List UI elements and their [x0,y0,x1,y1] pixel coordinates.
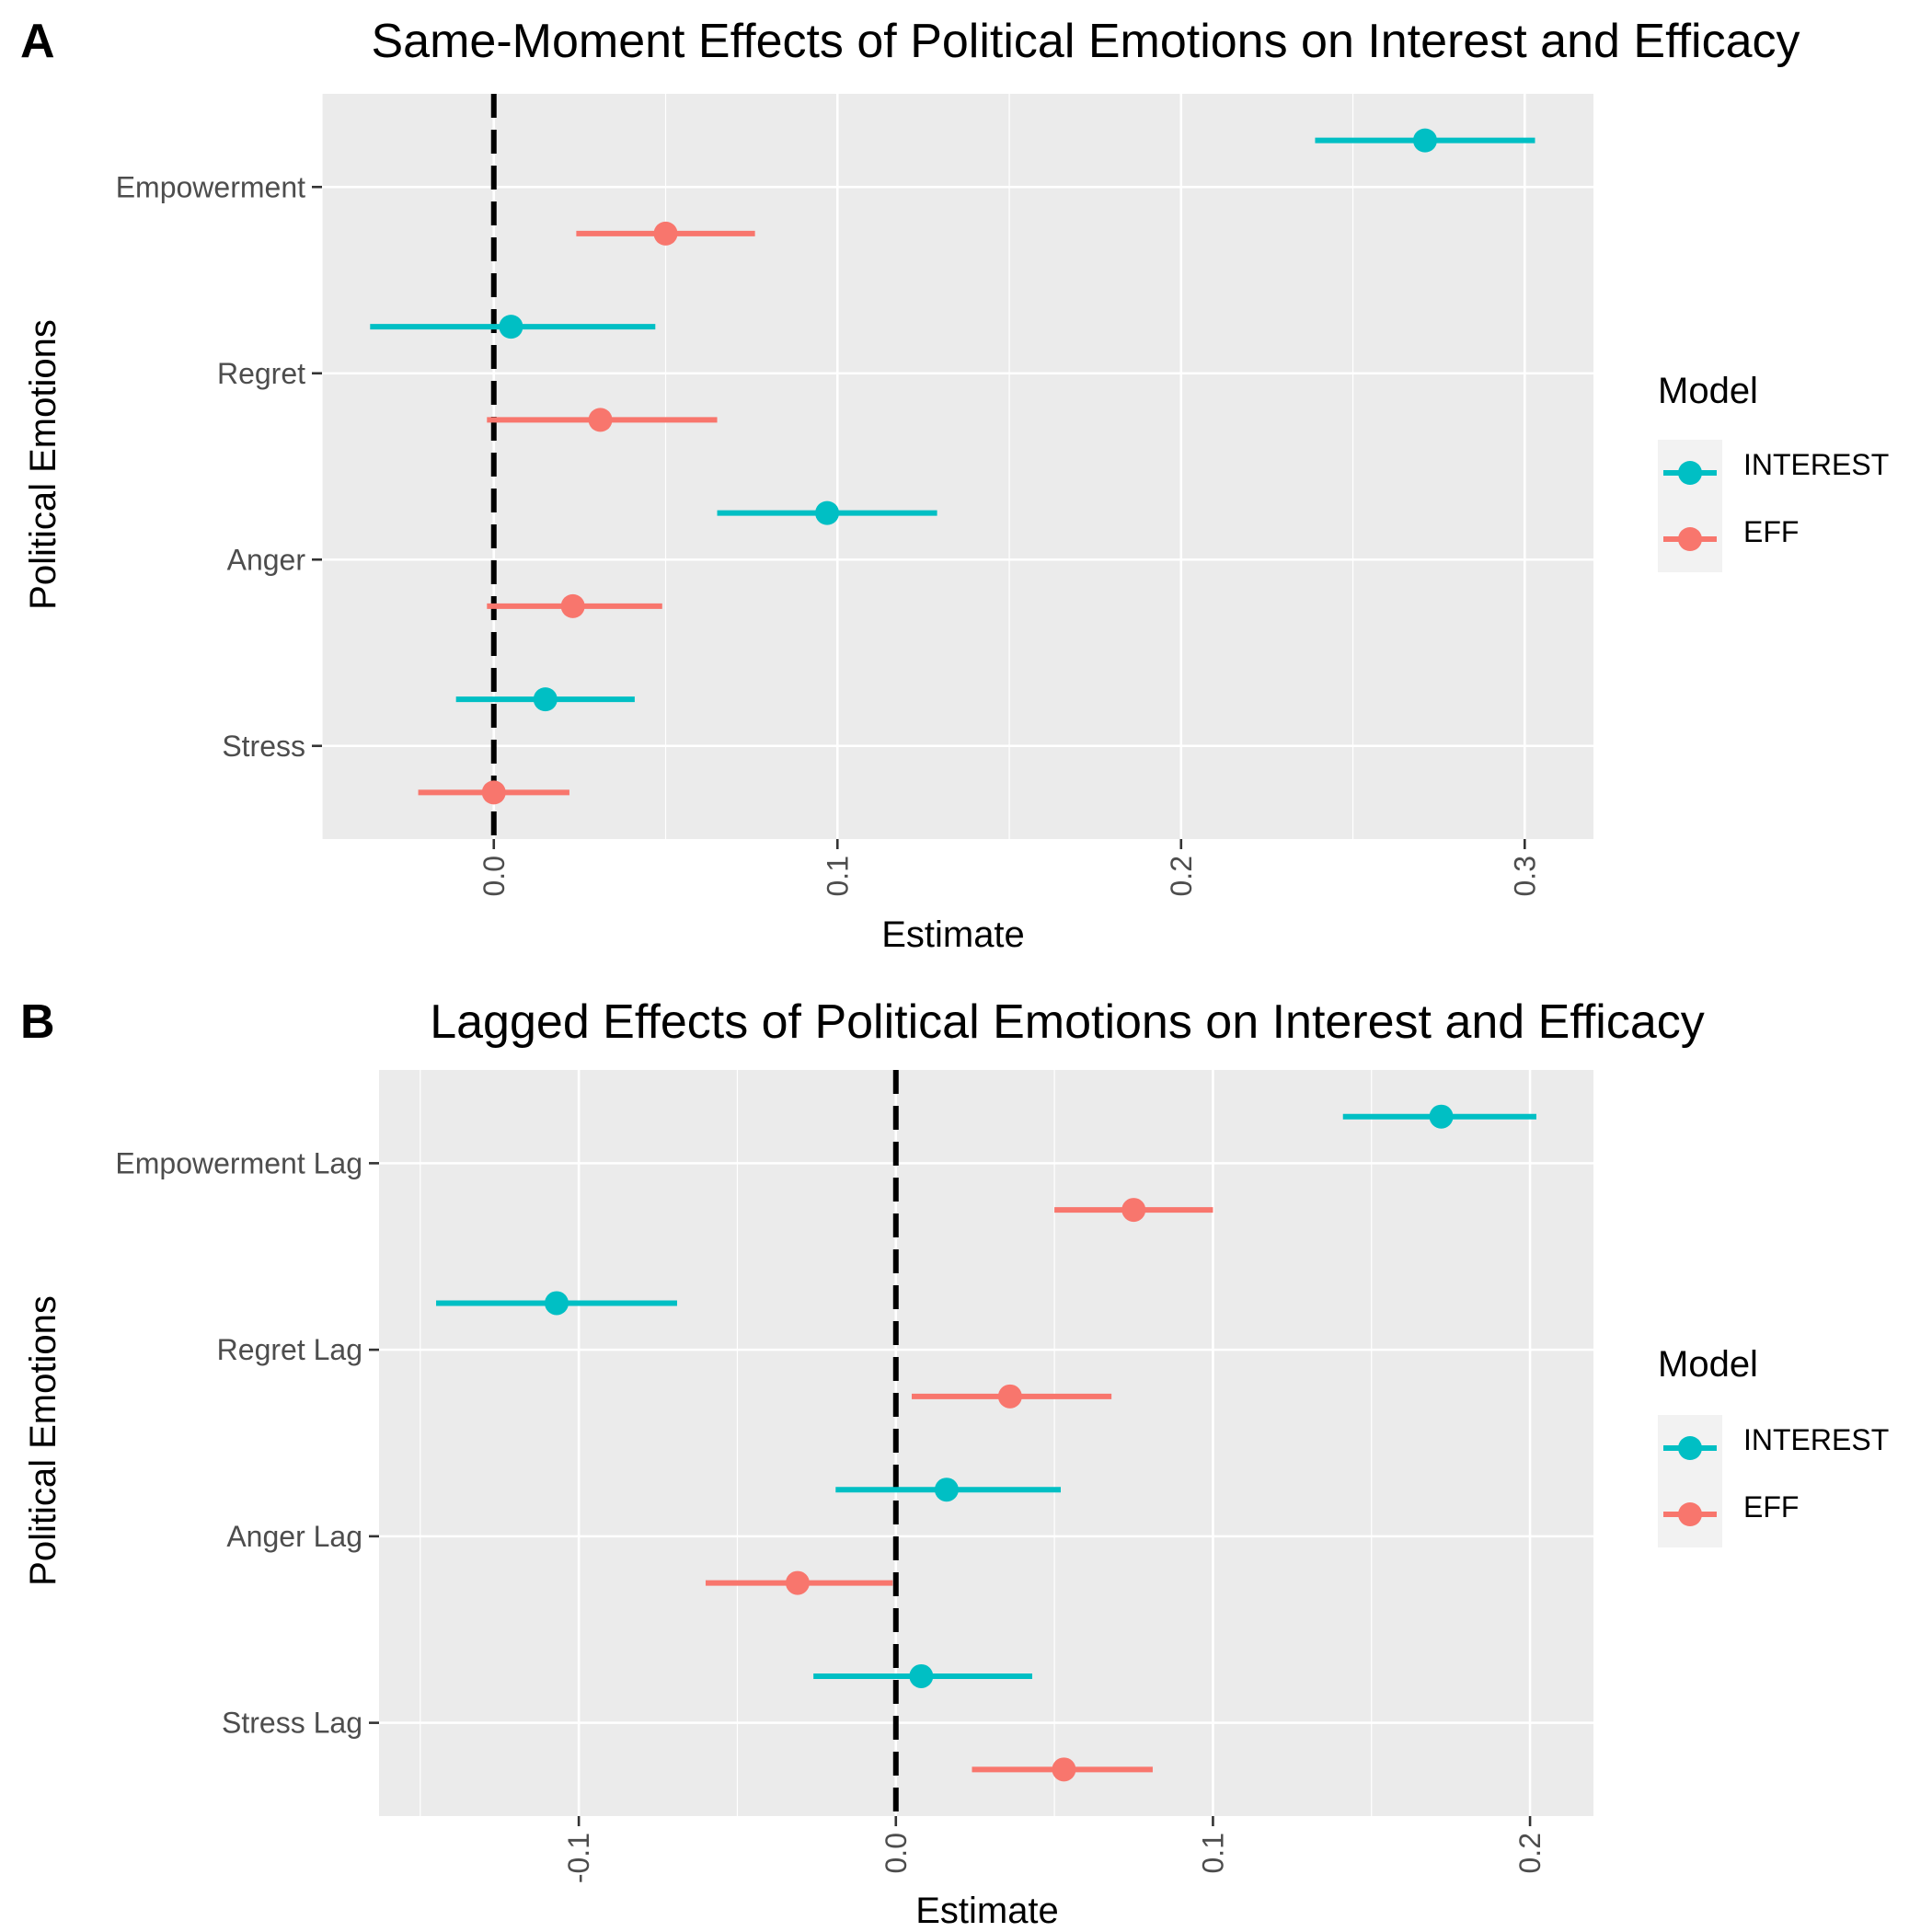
point-eff [1052,1757,1076,1782]
panel-background [379,1070,1593,1816]
y-tick-label: Empowerment [116,170,305,203]
y-tick-label: Anger Lag [226,1520,362,1553]
point-interest [909,1663,934,1688]
x-tick-label: -0.1 [562,1833,595,1883]
y-tick-label: Regret Lag [217,1333,362,1366]
panel-background [322,94,1593,839]
panel-b-legend-label-interest: INTEREST [1743,1423,1889,1456]
panel-a-y-axis-title: Political Emotions [23,319,63,610]
x-tick-label: 0.2 [1165,856,1198,896]
panel-a-legend-title: Model [1658,371,1758,411]
point-eff [653,221,678,246]
point-eff [588,408,613,432]
x-tick-label: 0.0 [477,856,511,896]
panel-b-letter: B [20,995,55,1049]
x-tick-label: 0.0 [880,1833,913,1873]
y-tick-label: Stress [222,730,305,763]
legend-key-point-eff [1678,1502,1702,1526]
panel-a-x-axis-title: Estimate [881,914,1025,955]
point-interest [545,1291,569,1316]
panel-b-legend [1658,1415,1722,1547]
y-tick-label: Stress Lag [222,1707,362,1740]
point-interest [533,687,558,712]
point-eff [560,593,585,618]
panel-b-x-axis-title: Estimate [915,1891,1059,1931]
panel-b-legend-label-eff: EFF [1743,1490,1799,1524]
point-interest [934,1478,959,1502]
point-interest [499,315,523,339]
x-tick-label: 0.1 [1196,1833,1229,1873]
panel-a: A Same-Moment Effects of Political Emoti… [20,15,1889,955]
panel-b-legend-title: Model [1658,1344,1758,1385]
y-tick-label: Anger [227,543,306,576]
point-eff [1121,1198,1146,1223]
point-eff [997,1384,1022,1409]
legend-key-point-eff [1678,527,1702,551]
y-tick-label: Empowerment Lag [115,1146,362,1179]
x-tick-label: 0.2 [1513,1833,1547,1873]
legend-key-point-interest [1678,461,1702,485]
panel-a-letter: A [20,15,55,68]
legend-key-point-interest [1678,1436,1702,1460]
x-tick-label: 0.3 [1508,856,1541,896]
panel-b-title: Lagged Effects of Political Emotions on … [430,995,1705,1049]
point-interest [1412,128,1437,153]
point-eff [785,1570,810,1595]
point-interest [1429,1104,1454,1129]
panel-b-plot-area [379,1070,1593,1816]
panel-a-title: Same-Moment Effects of Political Emotion… [371,15,1800,68]
x-tick-label: 0.1 [821,856,854,896]
panel-a-legend-label-eff: EFF [1743,515,1799,548]
panel-a-legend [1658,440,1722,572]
panel-b: B Lagged Effects of Political Emotions o… [20,995,1889,1931]
point-eff [481,780,506,805]
panel-a-legend-label-interest: INTEREST [1743,448,1889,481]
panel-a-plot-area [321,94,1593,839]
panel-b-y-axis-title: Political Emotions [23,1295,63,1586]
point-interest [815,500,840,525]
y-tick-label: Regret [217,357,305,390]
